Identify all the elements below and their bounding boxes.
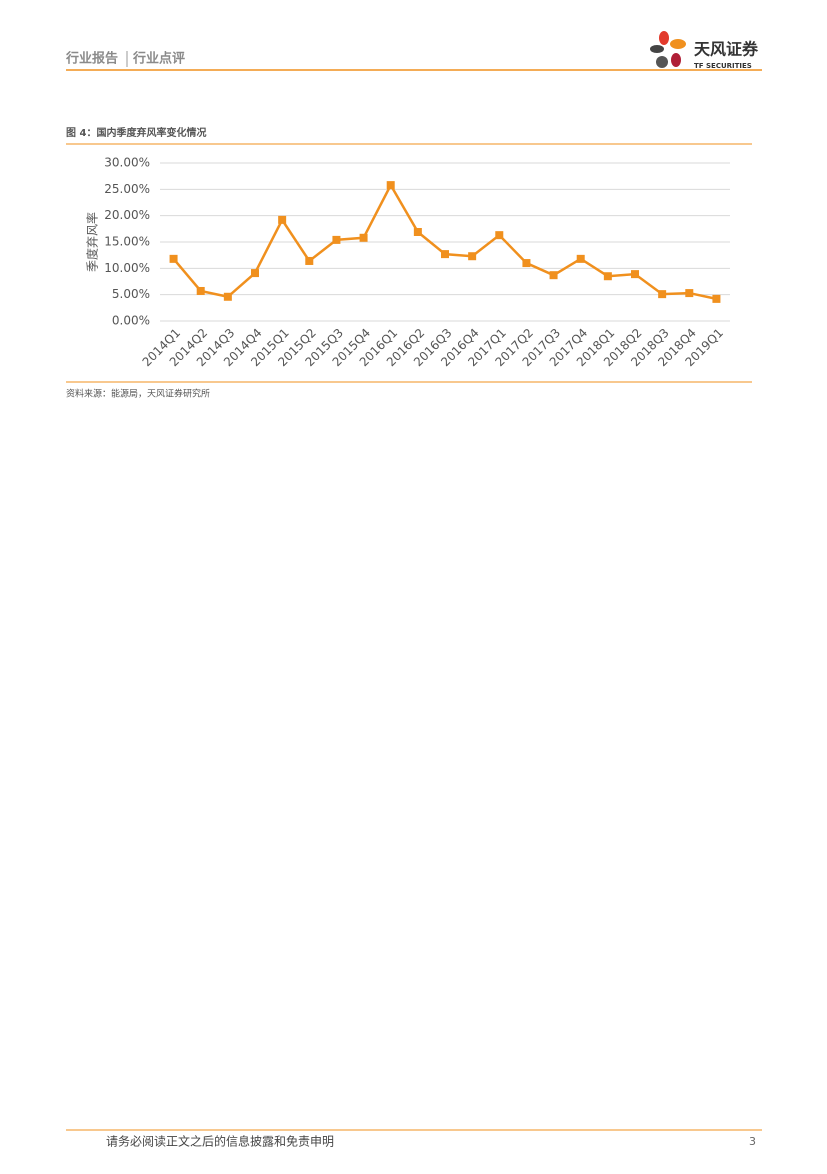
- point-marker: [332, 235, 341, 244]
- figure-title: 图 4：国内季度弃风率变化情况: [66, 126, 206, 139]
- point-marker: [413, 227, 422, 236]
- point-marker: [631, 270, 639, 279]
- point-marker: [685, 289, 694, 298]
- y-tick-label: 15.00%: [104, 235, 150, 249]
- page-number: 3: [749, 1135, 756, 1148]
- y-tick-label: 30.00%: [104, 156, 150, 170]
- y-tick-label: 5.00%: [112, 287, 150, 301]
- footer-disclaimer: 请务必阅读正文之后的信息披露和免责申明: [106, 1134, 334, 1149]
- point-marker: [495, 231, 504, 240]
- point-marker: [305, 256, 314, 265]
- point-marker: [386, 181, 395, 190]
- header-subsection: 行业点评: [132, 51, 185, 67]
- point-marker: [359, 233, 368, 242]
- logo-sub: TF SECURITIES: [694, 62, 752, 70]
- point-marker: [658, 290, 667, 299]
- y-tick-label: 25.00%: [104, 182, 150, 196]
- y-tick-label: 20.00%: [104, 208, 150, 222]
- point-marker: [251, 269, 259, 278]
- logo-name: 天风证券: [694, 40, 759, 59]
- point-marker: [603, 272, 612, 281]
- point-marker: [223, 292, 232, 301]
- point-marker: [522, 259, 531, 268]
- point-marker: [712, 294, 721, 303]
- point-marker: [549, 271, 558, 280]
- point-marker: [441, 250, 449, 259]
- source-note: 资料来源：能源局，天风证券研究所: [66, 388, 210, 400]
- point-marker: [169, 254, 178, 263]
- logo-mark: [650, 31, 686, 68]
- point-marker: [278, 215, 287, 224]
- point-marker: [468, 252, 477, 261]
- y-axis-label: 季度弃风率: [85, 212, 100, 272]
- y-tick-label: 0.00%: [112, 314, 150, 328]
- y-tick-label: 10.00%: [104, 261, 150, 275]
- point-marker: [576, 254, 585, 263]
- header-section: 行业报告: [65, 51, 118, 67]
- point-marker: [196, 286, 205, 295]
